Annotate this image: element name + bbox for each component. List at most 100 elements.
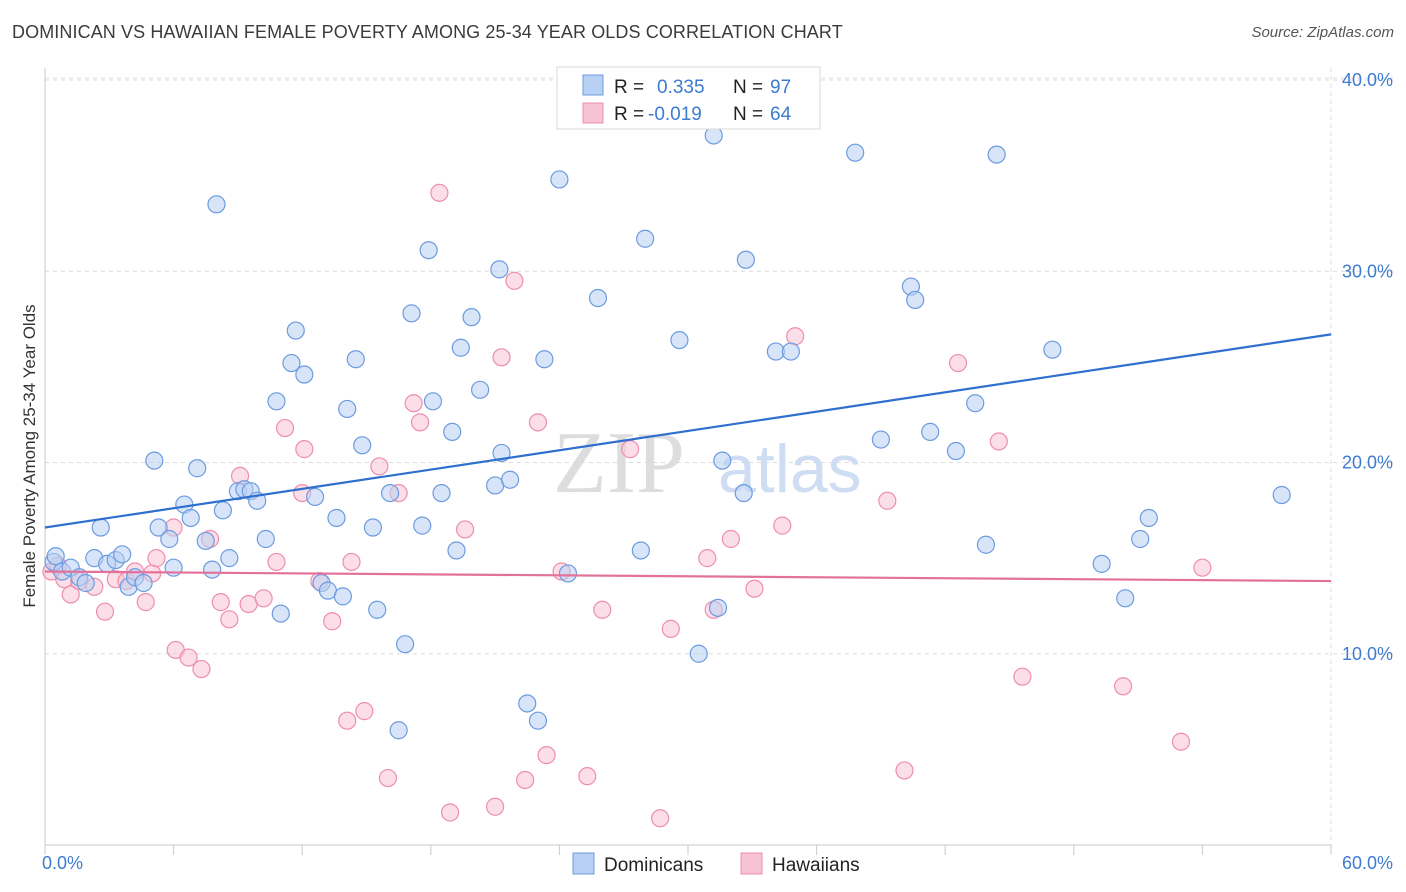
dominicans-point	[871, 430, 891, 449]
dominicans-point	[987, 145, 1006, 164]
hawaiians-point	[61, 585, 80, 604]
hawaiians-point	[661, 619, 680, 638]
legend-r-label: R =	[614, 104, 644, 125]
legend-n-value: 97	[770, 77, 791, 98]
trend-lines	[44, 333, 1332, 583]
dominicans-point	[451, 338, 470, 357]
dominicans-point	[734, 484, 753, 503]
dominicans-point	[588, 288, 608, 308]
dominicans-point	[550, 170, 569, 189]
dominicans-point	[443, 422, 462, 441]
legend-bottom-swatch-hawaiians	[740, 852, 763, 875]
dominicans-point	[389, 721, 408, 740]
x-tick-label: 0.0%	[42, 853, 83, 873]
hawaiians-point	[492, 348, 511, 367]
dominicans-point	[213, 501, 232, 520]
dominicans-point	[1272, 485, 1291, 505]
dominicans-point	[134, 573, 153, 593]
legend-swatch-dominicans	[582, 74, 604, 96]
hawaiians-point	[721, 529, 740, 549]
dominicans-point	[188, 459, 207, 478]
hawaiians-point	[338, 711, 357, 730]
legend-r-label: R =	[614, 77, 644, 98]
axes	[44, 68, 1332, 855]
dominicans-trend-line	[44, 333, 1332, 529]
dominicans-point	[207, 195, 226, 214]
legend-r-value: -0.019	[648, 104, 702, 125]
dominicans-points	[44, 97, 1291, 740]
hawaiians-point	[378, 768, 398, 788]
hawaiians-point	[516, 770, 535, 790]
hawaiians-point	[404, 394, 423, 413]
dominicans-point	[346, 350, 365, 369]
hawaiians-point	[95, 602, 115, 621]
legend-bottom: Dominicans Hawaiians	[572, 852, 860, 876]
dominicans-point	[518, 694, 537, 713]
hawaiians-point	[878, 491, 897, 510]
y-tick-label: 30.0%	[1342, 261, 1393, 281]
hawaiians-point	[370, 457, 389, 476]
dominicans-point	[432, 484, 451, 503]
dominicans-point	[327, 508, 346, 528]
dominicans-point	[353, 436, 372, 455]
dominicans-point	[203, 560, 222, 579]
watermark: ZIP atlas	[553, 415, 862, 512]
hawaiians-point	[455, 520, 475, 539]
dominicans-point	[906, 290, 925, 310]
x-tick-labels: 0.0% 60.0%	[42, 853, 1393, 873]
dominicans-point	[295, 365, 314, 384]
dominicans-point	[1131, 529, 1150, 549]
hawaiians-point	[1171, 732, 1191, 751]
dominicans-point	[256, 529, 275, 549]
dominicans-point	[966, 394, 985, 413]
hawaiians-point	[211, 593, 230, 612]
hawaiians-point	[440, 803, 460, 822]
dominicans-point	[708, 598, 728, 617]
dominicans-point	[689, 644, 708, 663]
dominicans-point	[267, 392, 286, 411]
dominicans-point	[271, 604, 290, 623]
legend-n-label: N =	[733, 77, 763, 98]
hawaiians-point	[179, 648, 198, 667]
dominicans-point	[558, 564, 578, 583]
hawaiians-point	[136, 593, 155, 612]
dominicans-point	[713, 451, 732, 470]
y-tick-labels: 10.0% 20.0% 30.0% 40.0%	[1342, 70, 1393, 664]
dominicans-point	[736, 250, 755, 269]
dominicans-point	[164, 558, 183, 577]
dominicans-point	[976, 535, 996, 554]
dominicans-point	[528, 711, 548, 730]
hawaiians-point	[786, 327, 805, 346]
dominicans-point	[1116, 589, 1135, 608]
dominicans-point	[670, 331, 689, 350]
legend-swatch-hawaiians	[582, 102, 604, 124]
dominicans-point	[535, 350, 554, 369]
dominicans-point	[286, 321, 305, 340]
dominicans-point	[181, 508, 200, 528]
dominicans-point	[1043, 340, 1062, 359]
hawaiians-point	[267, 552, 286, 572]
dominicans-point	[781, 342, 800, 361]
hawaiians-point	[1013, 667, 1032, 686]
hawaiians-point	[578, 767, 597, 786]
dominicans-point	[490, 260, 509, 279]
y-tick-label: 20.0%	[1342, 453, 1393, 473]
hawaiians-point	[593, 600, 612, 619]
hawaiians-point	[295, 440, 314, 459]
hawaiians-point	[528, 413, 548, 432]
dominicans-point	[1092, 554, 1111, 573]
legend-top: R = 0.335 N = 97 R = -0.019 N = 64	[556, 66, 821, 130]
hawaiians-point	[651, 809, 670, 828]
hawaiians-point	[1113, 677, 1133, 696]
dominicans-point	[413, 516, 432, 535]
dominicans-point	[220, 549, 239, 568]
x-tick-label: 60.0%	[1342, 853, 1393, 873]
hawaiians-point	[323, 612, 342, 631]
hawaiians-point	[989, 432, 1008, 451]
hawaiians-point	[220, 610, 239, 629]
dominicans-point	[704, 126, 723, 145]
dominicans-point	[91, 518, 110, 537]
legend-bottom-label-dominicans: Dominicans	[604, 855, 703, 876]
dominicans-point	[846, 143, 865, 162]
